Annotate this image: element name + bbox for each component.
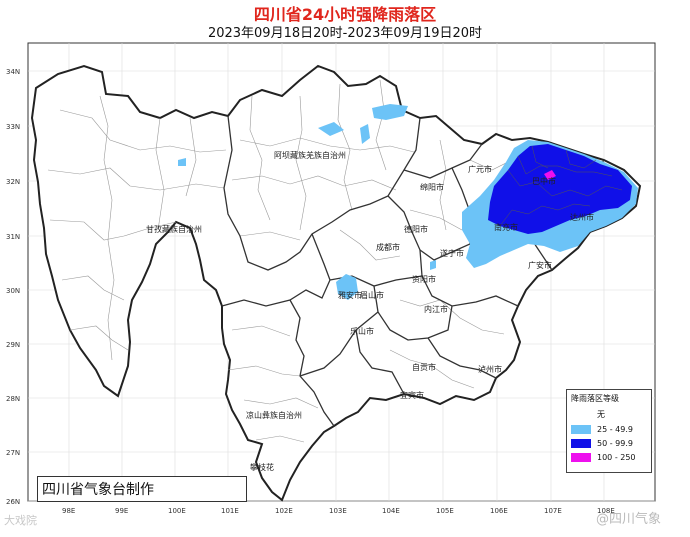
legend-label-extreme: 100 - 250 bbox=[597, 452, 636, 462]
county-line bbox=[239, 137, 415, 153]
county-boundaries bbox=[47, 79, 513, 443]
legend-item-none: 无 bbox=[571, 409, 605, 419]
place-label: 雅安市 bbox=[338, 290, 362, 300]
county-line bbox=[239, 231, 301, 241]
legend-swatch-none bbox=[571, 409, 591, 419]
legend-swatch-light bbox=[571, 424, 591, 434]
place-label: 南充市 bbox=[494, 222, 518, 232]
place-label: 广安市 bbox=[528, 260, 552, 270]
county-line bbox=[61, 275, 125, 301]
lon-label: 98E bbox=[62, 507, 75, 515]
lon-label: 104E bbox=[382, 507, 400, 515]
county-line bbox=[409, 209, 463, 231]
place-label: 泸州市 bbox=[478, 364, 502, 374]
place-label: 阿坝藏族羌族自治州 bbox=[274, 150, 346, 160]
legend-box: 降雨落区等级 无 25 - 49.9 50 - 99.9 100 - 250 bbox=[566, 389, 652, 473]
map-subtitle: 2023年09月18日20时-2023年09月19日20时 bbox=[207, 26, 483, 41]
lon-label: 102E bbox=[275, 507, 293, 515]
county-line bbox=[375, 79, 387, 171]
place-label: 甘孜藏族自治州 bbox=[146, 224, 202, 234]
legend-title: 降雨落区等级 bbox=[571, 394, 619, 403]
county-line bbox=[243, 397, 319, 409]
county-line bbox=[255, 435, 305, 443]
place-label: 德阳市 bbox=[404, 224, 428, 234]
legend-item-light: 25 - 49.9 bbox=[571, 424, 633, 434]
rain-extreme bbox=[544, 170, 556, 180]
county-line bbox=[439, 139, 447, 231]
place-label: 凉山彝族自治州 bbox=[246, 410, 302, 420]
province-outline bbox=[30, 64, 642, 502]
lat-label: 32N bbox=[6, 178, 20, 186]
county-line bbox=[155, 117, 165, 231]
place-label: 自贡市 bbox=[412, 362, 436, 372]
place-label: 乐山市 bbox=[350, 326, 374, 336]
lon-label: 99E bbox=[115, 507, 128, 515]
lon-label: 105E bbox=[436, 507, 454, 515]
county-line bbox=[185, 117, 197, 197]
place-label: 遂宁市 bbox=[440, 248, 464, 258]
county-lines-over-rain bbox=[499, 145, 623, 227]
legend-item-extreme: 100 - 250 bbox=[571, 452, 636, 462]
lat-label: 28N bbox=[6, 395, 20, 403]
producer-label: 四川省气象台制作 bbox=[37, 476, 247, 502]
lat-label: 26N bbox=[6, 498, 20, 506]
legend-swatch-extreme bbox=[571, 452, 591, 462]
county-line bbox=[69, 325, 129, 351]
place-label: 攀枝花 bbox=[250, 462, 274, 472]
county-line bbox=[295, 95, 307, 231]
lon-label: 106E bbox=[490, 507, 508, 515]
place-label: 资阳市 bbox=[412, 274, 436, 284]
legend-label-light: 25 - 49.9 bbox=[597, 424, 633, 434]
legend-label-heavy: 50 - 99.9 bbox=[597, 438, 633, 448]
county-line bbox=[339, 229, 401, 261]
lon-label: 103E bbox=[329, 507, 347, 515]
county-line bbox=[49, 219, 177, 241]
county-line bbox=[231, 175, 397, 191]
legend-label-none: 无 bbox=[597, 409, 605, 419]
watermark-right: @四川气象 bbox=[596, 512, 662, 527]
place-label: 宜宾市 bbox=[400, 390, 424, 400]
place-label: 眉山市 bbox=[360, 290, 384, 300]
county-line bbox=[99, 95, 115, 361]
county-line bbox=[227, 365, 301, 377]
lon-label: 108E bbox=[597, 507, 615, 515]
lon-label: 101E bbox=[221, 507, 239, 515]
rain-heavy bbox=[488, 144, 632, 234]
lat-label: 27N bbox=[6, 449, 20, 457]
lat-label: 33N bbox=[6, 123, 20, 131]
lat-label: 31N bbox=[6, 233, 20, 241]
place-label: 成都市 bbox=[376, 242, 400, 252]
place-label: 巴中市 bbox=[532, 176, 556, 186]
place-label: 广元市 bbox=[468, 164, 492, 174]
county-line bbox=[47, 167, 225, 191]
watermark-left: 大戏院 bbox=[4, 514, 37, 527]
place-label: 绵阳市 bbox=[420, 182, 444, 192]
lat-label: 29N bbox=[6, 341, 20, 349]
lat-label: 30N bbox=[6, 287, 20, 295]
county-line bbox=[59, 109, 227, 153]
place-label: 内江市 bbox=[424, 304, 448, 314]
lon-label: 100E bbox=[168, 507, 186, 515]
county-line bbox=[231, 325, 291, 337]
county-line bbox=[399, 299, 505, 335]
lat-label: 34N bbox=[6, 68, 20, 76]
county-line bbox=[389, 349, 475, 389]
legend-item-heavy: 50 - 99.9 bbox=[571, 438, 633, 448]
legend-swatch-heavy bbox=[571, 438, 591, 448]
place-label: 达州市 bbox=[570, 212, 594, 222]
county-line bbox=[249, 95, 271, 221]
map-title: 四川省24小时强降雨落区 bbox=[253, 5, 437, 24]
lon-label: 107E bbox=[544, 507, 562, 515]
county-line bbox=[337, 83, 353, 211]
